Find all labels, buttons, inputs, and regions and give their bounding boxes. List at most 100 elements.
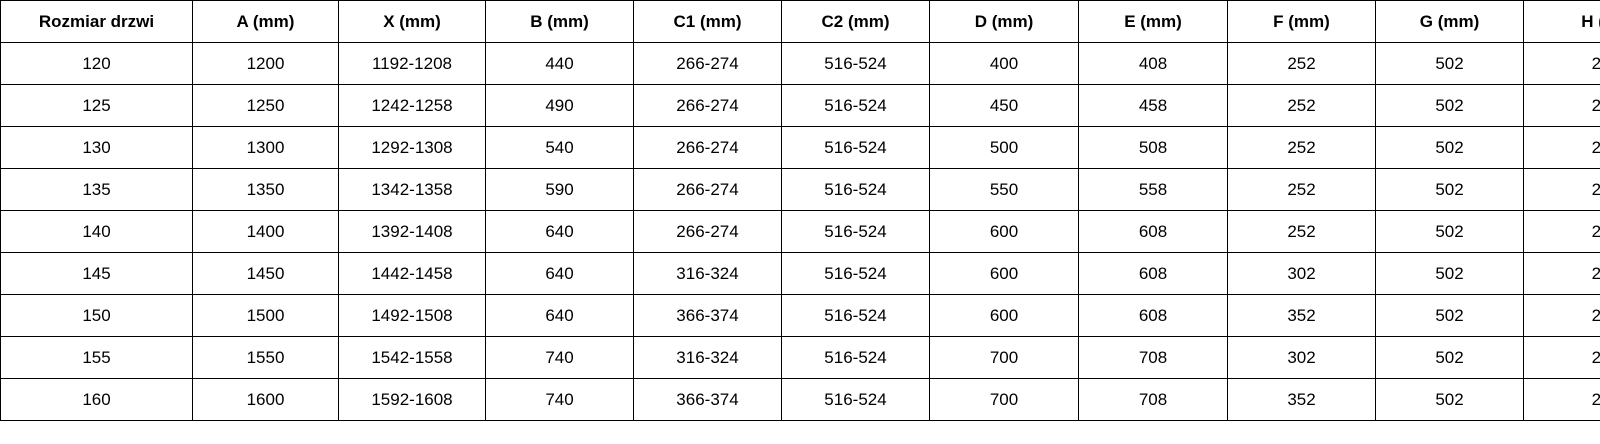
column-header: B (mm)	[485, 0, 634, 43]
table-cell: 366-374	[633, 378, 782, 421]
table-cell: 640	[485, 210, 634, 253]
table-cell: 516-524	[781, 168, 930, 211]
table-cell: 130	[0, 126, 193, 169]
table-cell: 502	[1375, 42, 1524, 85]
table-cell: 1300	[192, 126, 339, 169]
table-cell: 408	[1078, 42, 1228, 85]
table-row: 125 1250 1242-1258 490 266-274 516-524 450 458 2…	[0, 84, 1600, 127]
table-cell: 516-524	[781, 126, 930, 169]
column-header: C1 (mm)	[633, 0, 782, 43]
table-cell: 1200	[192, 42, 339, 85]
table-cell: 1342-1358	[338, 168, 486, 211]
table-cell: 252	[1227, 42, 1376, 85]
table-cell: 458	[1078, 84, 1228, 127]
table-cell: 1392-1408	[338, 210, 486, 253]
table-row: 120 1200 1192-1208 440 266-274 516-524 400 408 2…	[0, 42, 1600, 85]
table-cell: 516-524	[781, 378, 930, 421]
table-cell: 1542-1558	[338, 336, 486, 379]
table-row: 160 1600 1592-1608 740 366-374 516-524 700 708 3…	[0, 378, 1600, 421]
table-cell: 608	[1078, 210, 1228, 253]
table-cell: 708	[1078, 378, 1228, 421]
table-cell: 1492-1508	[338, 294, 486, 337]
table-cell: 516-524	[781, 210, 930, 253]
table-cell: 558	[1078, 168, 1228, 211]
table-row: 130 1300 1292-1308 540 266-274 516-524 500 508 2…	[0, 126, 1600, 169]
table-cell: 316-324	[633, 336, 782, 379]
column-header: X (mm)	[338, 0, 486, 43]
table-cell: 740	[485, 378, 634, 421]
table-cell: 155	[0, 336, 193, 379]
table-cell: 502	[1375, 378, 1524, 421]
table-cell: 502	[1375, 126, 1524, 169]
table-cell: 2000	[1523, 84, 1600, 127]
table-cell: 160	[0, 378, 193, 421]
table-row: 140 1400 1392-1408 640 266-274 516-524 600 608 2…	[0, 210, 1600, 253]
table-cell: 502	[1375, 84, 1524, 127]
table-cell: 1442-1458	[338, 252, 486, 295]
table-cell: 135	[0, 168, 193, 211]
table-cell: 1242-1258	[338, 84, 486, 127]
table-cell: 2000	[1523, 252, 1600, 295]
table-cell: 700	[929, 378, 1079, 421]
table-cell: 266-274	[633, 84, 782, 127]
table-cell: 1192-1208	[338, 42, 486, 85]
header-row: Rozmiar drzwi A (mm) X (mm) B (mm) C1 (mm) C2…	[0, 0, 1600, 43]
table-cell: 508	[1078, 126, 1228, 169]
table-cell: 600	[929, 294, 1079, 337]
table-cell: 316-324	[633, 252, 782, 295]
table-cell: 1292-1308	[338, 126, 486, 169]
table-cell: 252	[1227, 126, 1376, 169]
table-cell: 145	[0, 252, 193, 295]
table-cell: 490	[485, 84, 634, 127]
table-cell: 1500	[192, 294, 339, 337]
table-cell: 550	[929, 168, 1079, 211]
table-cell: 266-274	[633, 210, 782, 253]
table-cell: 516-524	[781, 336, 930, 379]
table-cell: 600	[929, 210, 1079, 253]
table-cell: 2000	[1523, 294, 1600, 337]
table-cell: 516-524	[781, 294, 930, 337]
table-cell: 500	[929, 126, 1079, 169]
column-header: G (mm)	[1375, 0, 1524, 43]
table-cell: 266-274	[633, 42, 782, 85]
column-header: A (mm)	[192, 0, 339, 43]
table-cell: 252	[1227, 84, 1376, 127]
table-cell: 516-524	[781, 84, 930, 127]
table-cell: 440	[485, 42, 634, 85]
table-cell: 708	[1078, 336, 1228, 379]
table-cell: 2000	[1523, 210, 1600, 253]
table-cell: 600	[929, 252, 1079, 295]
table-cell: 450	[929, 84, 1079, 127]
table-cell: 608	[1078, 252, 1228, 295]
table-cell: 1592-1608	[338, 378, 486, 421]
table-cell: 1550	[192, 336, 339, 379]
table-cell: 2000	[1523, 126, 1600, 169]
column-header: C2 (mm)	[781, 0, 930, 43]
table-cell: 252	[1227, 210, 1376, 253]
table-cell: 140	[0, 210, 193, 253]
table-cell: 266-274	[633, 168, 782, 211]
table-cell: 150	[0, 294, 193, 337]
table-cell: 700	[929, 336, 1079, 379]
table-cell: 1450	[192, 252, 339, 295]
table-cell: 590	[485, 168, 634, 211]
table-cell: 352	[1227, 378, 1376, 421]
table-cell: 266-274	[633, 126, 782, 169]
table-cell: 516-524	[781, 42, 930, 85]
table-row: 155 1550 1542-1558 740 316-324 516-524 700 708 3…	[0, 336, 1600, 379]
table-cell: 120	[0, 42, 193, 85]
table-cell: 502	[1375, 210, 1524, 253]
table-cell: 125	[0, 84, 193, 127]
table-cell: 302	[1227, 252, 1376, 295]
table-row: 145 1450 1442-1458 640 316-324 516-524 600 608 3…	[0, 252, 1600, 295]
table-cell: 502	[1375, 168, 1524, 211]
table-cell: 640	[485, 252, 634, 295]
column-header: Rozmiar drzwi	[0, 0, 193, 43]
column-header: D (mm)	[929, 0, 1079, 43]
table-cell: 2000	[1523, 336, 1600, 379]
table-cell: 516-524	[781, 252, 930, 295]
column-header: F (mm)	[1227, 0, 1376, 43]
table-cell: 400	[929, 42, 1079, 85]
table-cell: 2000	[1523, 42, 1600, 85]
